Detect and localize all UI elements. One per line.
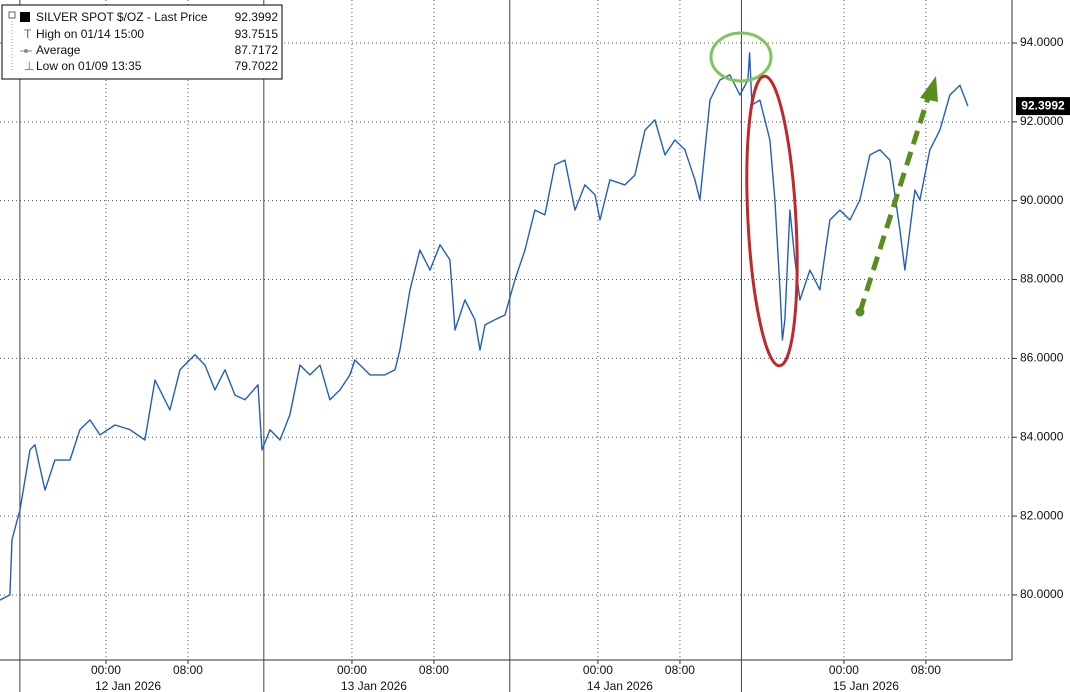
y-tick-label: 84.0000: [1020, 429, 1064, 443]
legend-value: 87.7172: [235, 43, 279, 57]
x-date-label: 15 Jan 2026: [833, 679, 899, 692]
x-tick-label: 08:00: [419, 663, 449, 677]
y-tick-label: 80.0000: [1020, 587, 1064, 601]
trend-arrow: [857, 97, 931, 313]
badge-box: [1016, 97, 1070, 116]
x-tick-label: 08:00: [911, 663, 941, 677]
y-tick-label: 94.0000: [1020, 35, 1064, 49]
legend-swatch: [20, 12, 30, 22]
x-date-label: 14 Jan 2026: [587, 679, 653, 692]
legend-label: Low on 01/09 13:35: [36, 59, 142, 73]
legend-value: 93.7515: [235, 27, 279, 41]
legend: SILVER SPOT $/OZ - Last Price 92.3992 T …: [1, 4, 283, 80]
legend-label: SILVER SPOT $/OZ - Last Price: [36, 10, 208, 24]
legend-value: 79.7022: [235, 59, 279, 73]
plot: [0, 52, 969, 601]
x-tick-label: 00:00: [829, 663, 859, 677]
arrow-start: [855, 307, 865, 317]
red-ellipse: [745, 74, 799, 368]
x-tick-label: 00:00: [91, 663, 121, 677]
annotations: [709, 31, 938, 368]
last-price-badge: 92.3992: [1016, 97, 1070, 116]
legend-box: [1, 4, 283, 80]
x-date-label: 13 Jan 2026: [341, 679, 407, 692]
y-tick-label: 86.0000: [1020, 351, 1064, 365]
y-tick-label: 92.0000: [1020, 114, 1064, 128]
x-tick-label: 00:00: [337, 663, 367, 677]
y-tick-label: 88.0000: [1020, 272, 1064, 286]
arrow-head: [920, 76, 938, 102]
price-line: [0, 52, 969, 601]
legend-icon: [24, 49, 28, 53]
legend-label: Average: [36, 43, 81, 57]
badge-label: 92.3992: [1021, 98, 1065, 112]
legend-icon: ⊥: [24, 59, 34, 73]
x-tick-label: 08:00: [665, 663, 695, 677]
x-tick-label: 00:00: [583, 663, 613, 677]
axes: 80.0000 82.0000 84.0000 86.0000 88.0000 90.00…: [91, 35, 1070, 692]
y-tick-label: 82.0000: [1020, 508, 1064, 522]
x-date-label: 12 Jan 2026: [95, 679, 161, 692]
legend-label: High on 01/14 15:00: [36, 27, 144, 41]
x-tick-label: 08:00: [173, 663, 203, 677]
green-ellipse: [709, 31, 773, 83]
legend-value: 92.3992: [235, 10, 279, 24]
y-tick-label: 90.0000: [1020, 193, 1064, 207]
legend-icon: T: [24, 27, 32, 41]
